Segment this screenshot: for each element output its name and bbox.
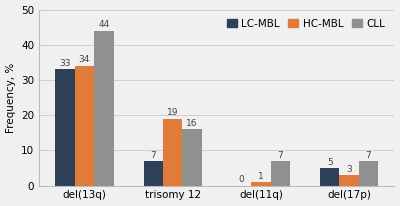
Text: 33: 33: [59, 59, 71, 68]
Bar: [359, 161, 378, 186]
Bar: [144, 161, 163, 186]
Text: 16: 16: [186, 119, 198, 128]
Bar: [75, 66, 94, 186]
Text: 3: 3: [346, 165, 352, 174]
Text: 7: 7: [278, 151, 283, 159]
Bar: [340, 175, 359, 186]
Legend: LC-MBL, HC-MBL, CLL: LC-MBL, HC-MBL, CLL: [222, 15, 389, 33]
Text: 34: 34: [79, 55, 90, 64]
Bar: [271, 161, 290, 186]
Text: 19: 19: [167, 108, 178, 117]
Text: 44: 44: [98, 20, 110, 29]
Bar: [320, 168, 340, 186]
Bar: [251, 182, 271, 186]
Bar: [94, 31, 114, 186]
Text: 0: 0: [239, 175, 244, 184]
Y-axis label: Frequency, %: Frequency, %: [6, 62, 16, 133]
Text: 7: 7: [366, 151, 372, 159]
Bar: [163, 119, 182, 186]
Bar: [182, 129, 202, 186]
Text: 1: 1: [258, 172, 264, 181]
Text: 7: 7: [150, 151, 156, 159]
Text: 5: 5: [327, 158, 333, 167]
Bar: [55, 69, 75, 186]
